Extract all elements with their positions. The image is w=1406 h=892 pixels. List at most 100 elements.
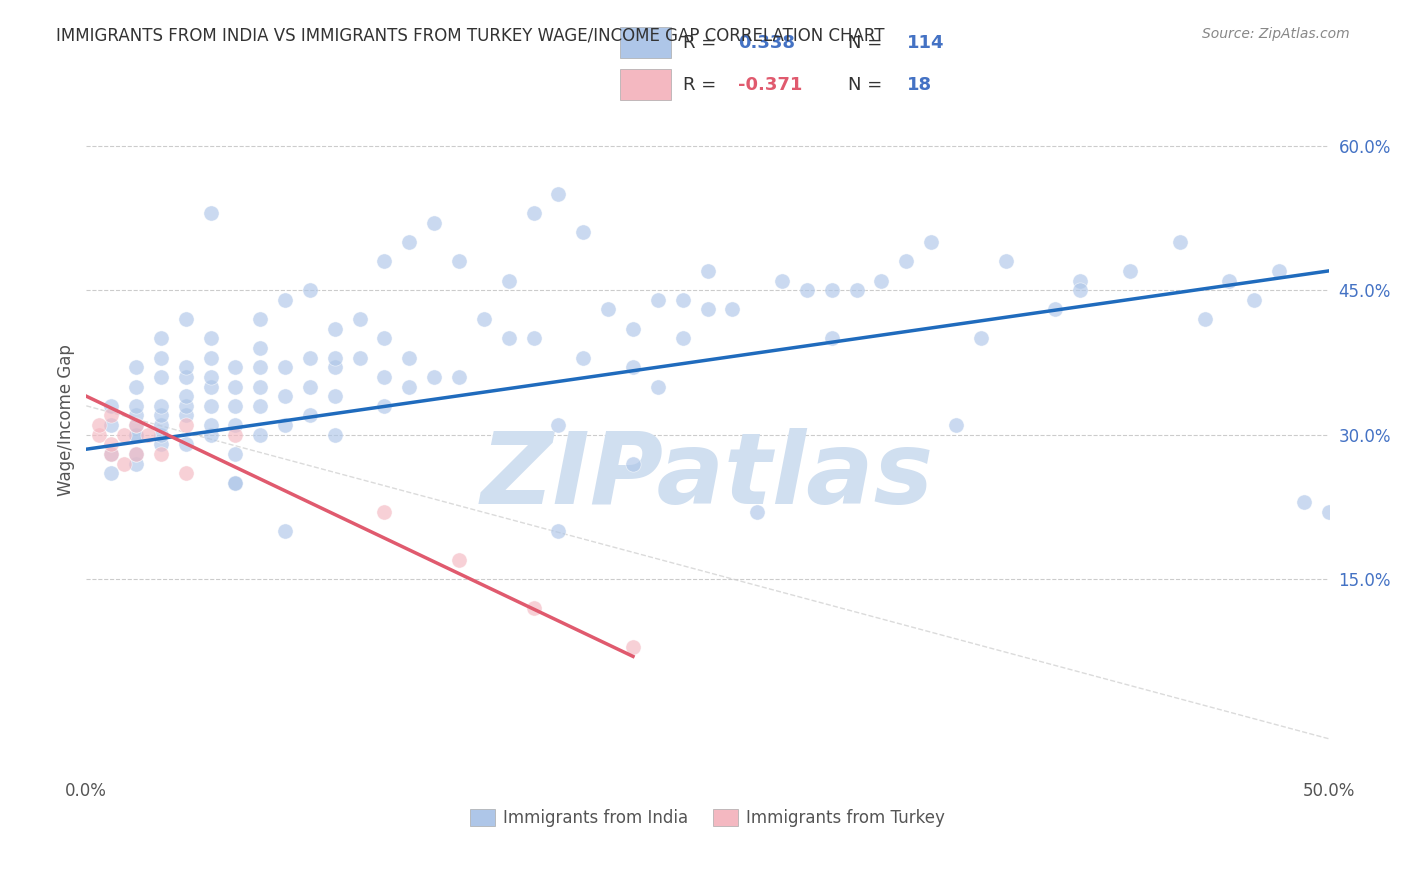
Point xyxy=(125,418,148,433)
Point xyxy=(200,370,222,384)
Point xyxy=(112,427,135,442)
Point xyxy=(274,293,297,307)
Text: N =: N = xyxy=(848,76,887,94)
Point xyxy=(298,409,321,423)
Point xyxy=(125,427,148,442)
Point xyxy=(770,274,793,288)
Point xyxy=(349,312,371,326)
Point xyxy=(87,427,110,442)
Point xyxy=(323,351,346,365)
Point xyxy=(274,360,297,375)
Point xyxy=(373,399,395,413)
Point xyxy=(423,216,446,230)
Point xyxy=(125,409,148,423)
Point xyxy=(298,283,321,297)
Point xyxy=(174,467,197,481)
Point xyxy=(100,447,122,461)
Point xyxy=(398,379,420,393)
Point xyxy=(323,427,346,442)
Point xyxy=(1243,293,1265,307)
Point xyxy=(373,254,395,268)
Point xyxy=(572,225,595,239)
Point xyxy=(200,331,222,345)
Point xyxy=(149,418,172,433)
Text: IMMIGRANTS FROM INDIA VS IMMIGRANTS FROM TURKEY WAGE/INCOME GAP CORRELATION CHAR: IMMIGRANTS FROM INDIA VS IMMIGRANTS FROM… xyxy=(56,27,884,45)
Point xyxy=(845,283,868,297)
Point xyxy=(125,447,148,461)
Point xyxy=(945,418,967,433)
Point xyxy=(672,293,695,307)
Point xyxy=(200,351,222,365)
Point xyxy=(249,399,271,413)
Point xyxy=(149,399,172,413)
Point xyxy=(125,457,148,471)
Point xyxy=(1268,264,1291,278)
Point xyxy=(896,254,918,268)
Point xyxy=(100,467,122,481)
Point xyxy=(621,322,644,336)
Point xyxy=(572,351,595,365)
Point xyxy=(621,457,644,471)
Point xyxy=(249,360,271,375)
Bar xyxy=(620,27,671,58)
Point xyxy=(1069,283,1091,297)
Point xyxy=(100,437,122,451)
Point xyxy=(224,360,246,375)
Point xyxy=(920,235,942,249)
Point xyxy=(970,331,993,345)
Text: 0.338: 0.338 xyxy=(738,34,796,52)
Text: Source: ZipAtlas.com: Source: ZipAtlas.com xyxy=(1202,27,1350,41)
Point xyxy=(323,322,346,336)
Point xyxy=(100,399,122,413)
Point xyxy=(200,399,222,413)
Point xyxy=(249,312,271,326)
Point xyxy=(149,427,172,442)
Point xyxy=(1045,302,1067,317)
Point xyxy=(323,389,346,403)
Point xyxy=(125,418,148,433)
Point xyxy=(547,186,569,201)
Point xyxy=(498,331,520,345)
Point xyxy=(249,427,271,442)
Point xyxy=(174,437,197,451)
Text: ZIPatlas: ZIPatlas xyxy=(481,428,934,525)
Point xyxy=(547,418,569,433)
Point xyxy=(149,437,172,451)
Point xyxy=(149,331,172,345)
Point xyxy=(138,427,160,442)
Point xyxy=(349,351,371,365)
Point xyxy=(149,370,172,384)
Point xyxy=(125,447,148,461)
Point xyxy=(1317,505,1340,519)
Point xyxy=(174,360,197,375)
Text: R =: R = xyxy=(683,34,723,52)
Point xyxy=(274,389,297,403)
Point xyxy=(821,331,844,345)
Point xyxy=(298,351,321,365)
Point xyxy=(647,379,669,393)
Point xyxy=(447,254,470,268)
Point xyxy=(125,399,148,413)
Point xyxy=(125,379,148,393)
Point xyxy=(200,427,222,442)
Point xyxy=(796,283,818,297)
Point xyxy=(174,418,197,433)
Text: R =: R = xyxy=(683,76,723,94)
Point xyxy=(174,399,197,413)
Point xyxy=(224,418,246,433)
Point xyxy=(224,475,246,490)
Point xyxy=(274,418,297,433)
Text: -0.371: -0.371 xyxy=(738,76,803,94)
Point xyxy=(174,370,197,384)
Point xyxy=(112,457,135,471)
Point xyxy=(1168,235,1191,249)
Point xyxy=(224,427,246,442)
Point xyxy=(647,293,669,307)
Point xyxy=(1292,495,1315,509)
Point xyxy=(100,409,122,423)
Point xyxy=(1119,264,1142,278)
Point xyxy=(323,360,346,375)
Point xyxy=(1218,274,1240,288)
Point xyxy=(249,379,271,393)
Point xyxy=(274,524,297,538)
